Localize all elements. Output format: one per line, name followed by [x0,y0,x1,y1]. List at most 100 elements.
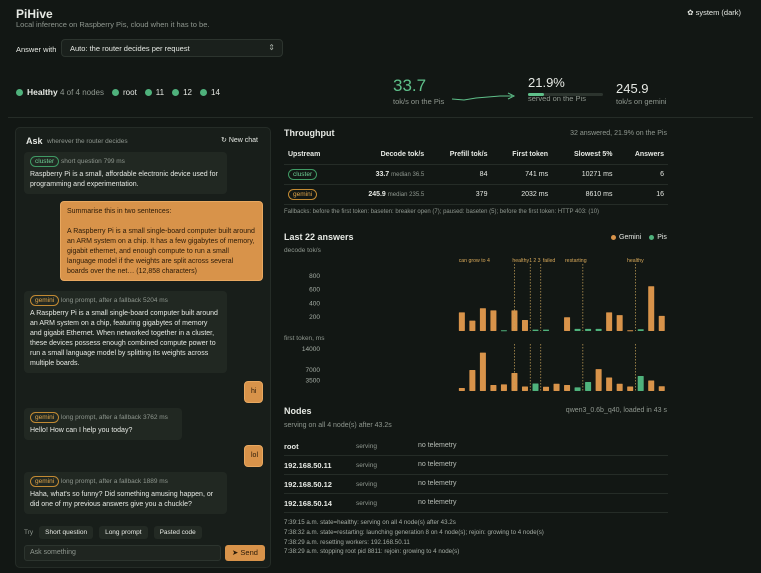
chart-bar [648,286,655,331]
col-slowest: Slowest 5% [552,149,617,165]
chart-annotation: healthy [512,258,529,264]
chart-bar [469,370,476,391]
suggestions: Try Short question Long prompt Pasted co… [24,526,202,539]
chart-bar [469,320,476,331]
chart-bar [658,386,665,391]
chart-bar [479,352,486,391]
message-text: Raspberry Pi is a small, affordable elec… [30,171,218,188]
chat-panel: Ask wherever the router decides ↻ New ch… [15,127,271,568]
node-state: serving [356,500,377,507]
upstream-badge: cluster [30,156,60,167]
send-button[interactable]: ➤ Send [225,545,265,561]
cluster-status: Healthy 4 of 4 nodes root 11 12 14 [16,87,220,97]
message-meta: short question 799 ms [60,158,125,165]
chart-bar [553,383,560,391]
theme-label: system (dark) [695,8,741,17]
node-chip-12: 12 [172,88,192,97]
send-icon: ➤ [232,548,241,557]
node-row: 192.168.50.12 serving no telemetry [284,475,668,494]
y-tick-label: 7000 [306,367,321,374]
node-state: serving [356,462,377,469]
answer-with-label: Answer with [16,45,57,54]
served-progress-bar [528,93,603,96]
node-state: serving [356,443,377,450]
tok-gemini-label: tok/s on gemini [616,97,667,106]
answers-value: 6 [616,164,668,185]
node-state: serving [356,481,377,488]
node-dot-icon [112,88,119,96]
chart-bar [574,328,581,331]
legend-dot-icon [649,234,655,240]
y-tick-label: 3500 [306,378,321,385]
chevron-updown-icon: ⇕ [268,43,275,52]
y-tick-label: 600 [309,287,320,294]
suggestion-short-question[interactable]: Short question [39,526,94,539]
chart-bar [595,328,602,331]
chart-bar [490,385,497,391]
message-meta: long prompt, after a fallback 3762 ms [60,414,168,421]
nodes-count: 4 of 4 nodes [59,88,104,97]
chart-bar [490,310,497,331]
log-line: 7:38:32 a.m. state=restarting: launching… [284,529,544,536]
message-text: Haha, what's so funny? Did something amu… [30,491,214,508]
col-prefill: Prefill tok/s [428,149,492,165]
node-name: 192.168.50.11 [284,461,332,470]
node-telemetry: no telemetry [418,442,457,449]
health-text: Healthy [27,87,58,97]
message-meta: long prompt, after a fallback 1889 ms [60,478,168,485]
chart-bar [564,385,571,391]
node-name: root [284,442,299,451]
suggestion-pasted-code[interactable]: Pasted code [153,526,202,539]
chart-bar [521,386,528,391]
decode-value: 33.7 [375,171,390,178]
tok-gemini-value: 245.9 [616,81,649,96]
new-chat-button[interactable]: ↻ New chat [221,137,258,144]
stat-gemini-throughput: 245.9 tok/s on gemini [616,81,666,106]
nodes-serving-text: serving on all 4 node(s) after 43.2s [284,422,392,429]
chart-annotation: 1 [529,258,532,264]
y-tick-label: 14000 [302,346,320,353]
upstream-badge: gemini [30,412,60,423]
nodes-summary: qwen3_0.6b_q40, loaded in 43 s [565,407,667,414]
chart-bar [585,382,592,391]
chart-annotation: 3 [538,258,541,264]
first-token-value: 2032 ms [491,184,553,205]
decode-median: median 235.5 [387,192,425,198]
answer-with-select[interactable]: Auto: the router decides per request ⇕ [61,39,283,57]
suggestion-long-prompt[interactable]: Long prompt [99,526,148,539]
chart-bar [606,377,613,391]
served-label: served on the Pis [528,94,586,103]
sparkline [451,92,516,101]
app-subtitle: Local inference on Raspberry Pis, cloud … [16,20,210,29]
chart-annotation: 2 [533,258,536,264]
y-tick-label: 400 [309,300,320,307]
answers-value: 16 [616,184,668,205]
chart-bar [543,329,550,331]
first-token-value: 741 ms [491,164,553,185]
theme-toggle[interactable]: ✿ system (dark) [687,8,741,17]
node-chip-14: 14 [200,88,220,97]
throughput-table: Upstream Decode tok/s Prefill tok/s Firs… [284,149,668,205]
refresh-icon: ↻ [221,137,229,144]
throughput-title: Throughput [284,128,335,138]
ask-input[interactable]: Ask something [24,545,221,561]
node-dot-icon [172,88,180,96]
node-row: 192.168.50.14 serving no telemetry [284,494,668,513]
tok-pis-value: 33.7 [393,76,427,95]
table-row: gemini 245.9 median 235.5 379 2032 ms 86… [284,184,668,205]
chart-bar [585,328,592,331]
chart-bar [637,376,644,391]
throughput-summary: 32 answered, 21.9% on the Pis [570,130,667,137]
col-first-token: First token [491,149,553,165]
chart-bar [500,330,507,332]
stat-pis-throughput: 33.7 tok/s on the Pis [393,76,444,106]
table-header-row: Upstream Decode tok/s Prefill tok/s Firs… [284,149,668,165]
upstream-badge: cluster [288,169,318,180]
chart-annotation: can grow to 4 [459,258,490,264]
legend-dot-icon [611,234,616,240]
divider [8,117,753,118]
nodes-title: Nodes [284,406,312,416]
decode-median: median 36.5 [391,172,425,178]
chart-bar [595,369,602,391]
try-label: Try [24,529,34,536]
